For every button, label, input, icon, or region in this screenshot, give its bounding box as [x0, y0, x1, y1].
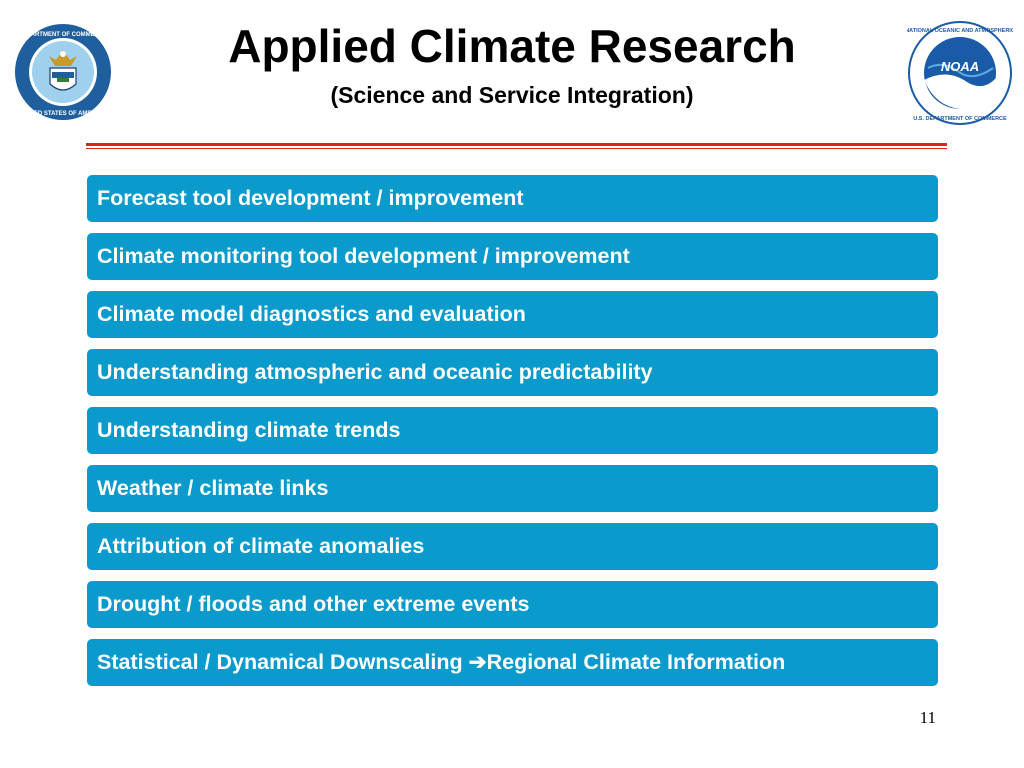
list-item: Understanding atmospheric and oceanic pr…: [87, 349, 938, 396]
page-subtitle: (Science and Service Integration): [330, 82, 694, 108]
page-title: Applied Climate Research: [228, 20, 796, 72]
arrow-right-icon: ➔: [468, 650, 487, 674]
seal-top-text: DEPARTMENT OF COMMERCE: [19, 32, 108, 38]
header-rule: [86, 143, 947, 146]
page-number: 11: [919, 708, 936, 727]
noaa-ring-bottom-text: U.S. DEPARTMENT OF COMMERCE: [913, 116, 1007, 122]
noaa-ring-top-text: NATIONAL OCEANIC AND ATMOSPHERIC: [907, 28, 1013, 34]
list-item: Climate monitoring tool development / im…: [87, 233, 938, 280]
department-of-commerce-seal-icon: DEPARTMENT OF COMMERCE UNITED STATES OF …: [13, 22, 113, 122]
list-item: Understanding climate trends: [87, 407, 938, 454]
list-item: Attribution of climate anomalies: [87, 523, 938, 570]
list-item-label-after: Regional Climate Information: [486, 650, 786, 674]
header-rule-thin: [86, 148, 947, 149]
noaa-wordmark: NOAA: [941, 59, 979, 74]
noaa-logo-icon: NOAA NATIONAL OCEANIC AND ATMOSPHERIC U.…: [905, 20, 1015, 126]
list-item: Weather / climate links: [87, 465, 938, 512]
list-item: Statistical / Dynamical Downscaling ➔Reg…: [87, 639, 938, 686]
list-item: Forecast tool development / improvement: [87, 175, 938, 222]
seal-bottom-text: UNITED STATES OF AMERICA: [20, 111, 107, 117]
list-item-label-before: Statistical / Dynamical Downscaling: [97, 650, 469, 674]
list-item: Climate model diagnostics and evaluation: [87, 291, 938, 338]
list-item: Drought / floods and other extreme event…: [87, 581, 938, 628]
research-topics-list: Forecast tool development / improvement …: [87, 175, 938, 697]
